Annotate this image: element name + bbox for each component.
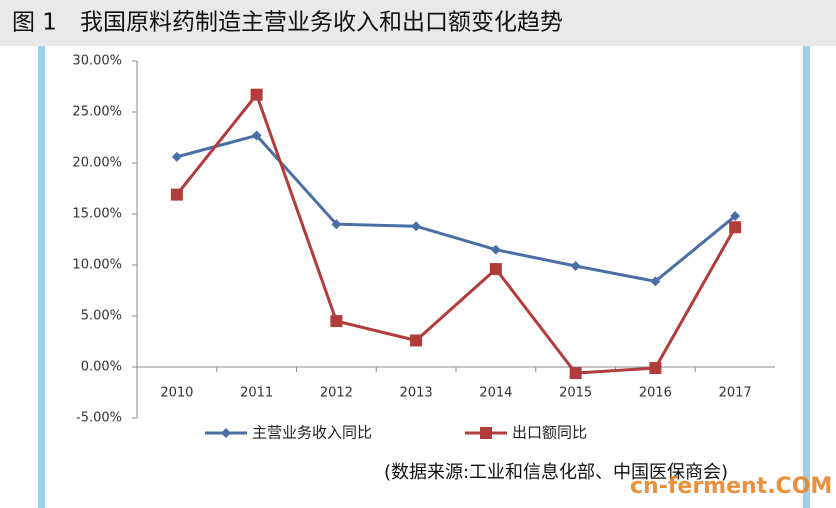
y-tick-label: 20.00% xyxy=(72,156,122,171)
x-tick-label: 2010 xyxy=(160,386,193,401)
data-point xyxy=(411,221,422,232)
legend-label: 主营业务收入同比 xyxy=(252,424,372,442)
data-point xyxy=(730,211,741,222)
data-point xyxy=(410,334,423,347)
data-point xyxy=(250,88,263,101)
data-point xyxy=(570,261,581,272)
series-line xyxy=(176,133,737,283)
left-strip xyxy=(38,46,45,508)
watermark: cn-ferment.COM xyxy=(630,474,832,499)
y-tick-label: 30.00% xyxy=(72,54,122,69)
data-point xyxy=(331,219,342,230)
data-point xyxy=(650,276,661,287)
chart-title: 图 1 我国原料药制造主营业务收入和出口额变化趋势 xyxy=(12,10,563,36)
data-point xyxy=(170,188,183,201)
x-tick-label: 2015 xyxy=(559,386,592,401)
series-line xyxy=(175,91,737,375)
x-tick-label: 2013 xyxy=(400,386,433,401)
x-tick-label: 2011 xyxy=(240,386,273,401)
y-tick-label: 15.00% xyxy=(72,207,122,222)
data-point xyxy=(330,315,343,328)
data-point xyxy=(649,362,662,375)
right-strip xyxy=(803,46,810,508)
x-tick-label: 2017 xyxy=(719,386,752,401)
data-point xyxy=(729,221,742,234)
source-note: (数据来源:工业和信息化部、中国医保商会) xyxy=(384,462,728,483)
y-tick-label: -5.00% xyxy=(76,411,122,426)
y-tick-label: 5.00% xyxy=(81,309,122,324)
data-point xyxy=(171,151,182,162)
legend-marker xyxy=(221,428,231,438)
data-point xyxy=(569,367,582,380)
legend-marker xyxy=(480,427,492,439)
data-point xyxy=(251,130,262,141)
x-tick-label: 2016 xyxy=(639,386,672,401)
x-tick-label: 2012 xyxy=(320,386,353,401)
x-tick-label: 2014 xyxy=(479,386,512,401)
y-tick-label: 10.00% xyxy=(72,258,122,273)
y-tick-label: 25.00% xyxy=(72,105,122,120)
data-point xyxy=(489,263,502,276)
data-point xyxy=(490,244,501,255)
legend-label: 出口额同比 xyxy=(512,424,587,442)
title-bar xyxy=(0,0,836,46)
y-tick-label: 0.00% xyxy=(81,360,122,375)
